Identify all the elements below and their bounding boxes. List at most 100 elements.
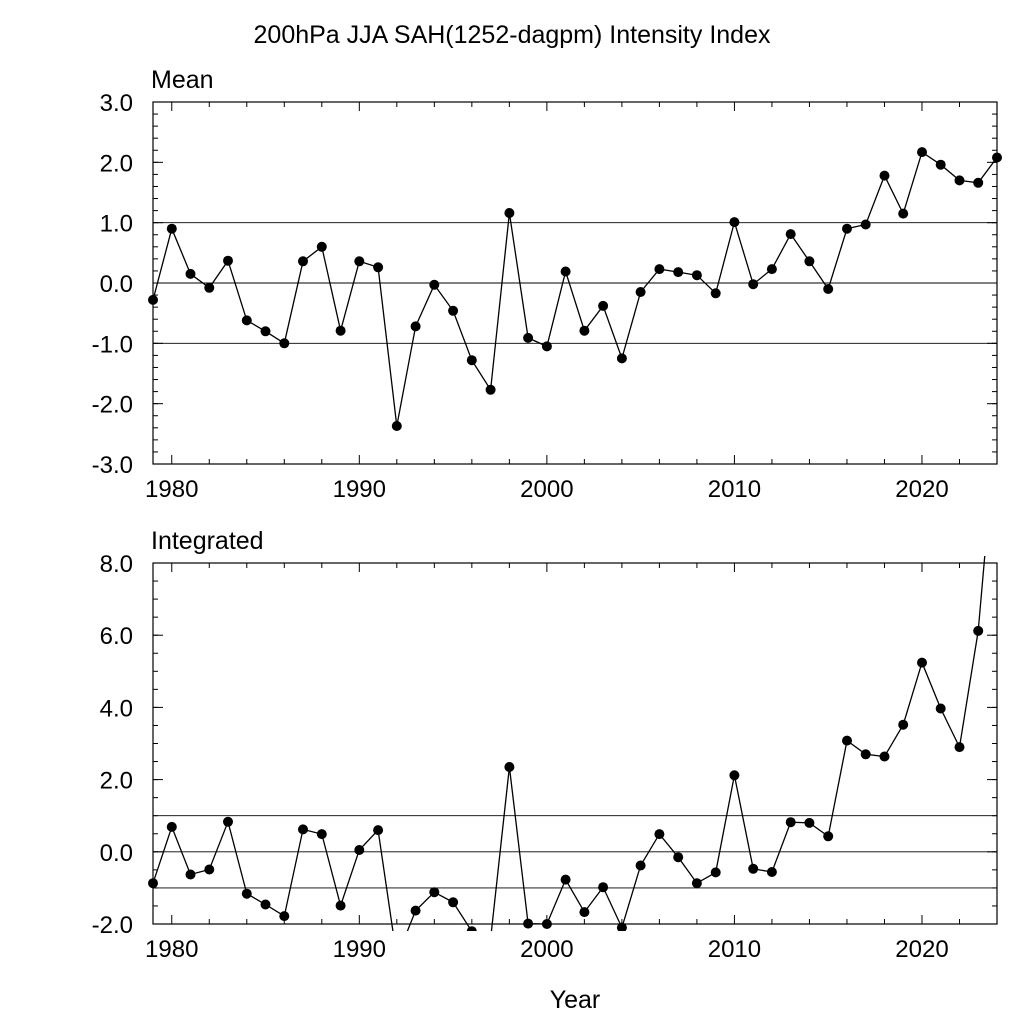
- data-point: [579, 907, 590, 918]
- data-point: [166, 821, 177, 832]
- data-point: [804, 817, 815, 828]
- data-point: [260, 899, 271, 910]
- data-point: [654, 264, 665, 275]
- data-point: [166, 223, 177, 234]
- data-point: [785, 817, 796, 828]
- data-point: [204, 864, 215, 875]
- data-point: [466, 926, 477, 931]
- data-point: [616, 922, 627, 931]
- data-point: [560, 266, 571, 277]
- x-tick-label: 2010: [708, 936, 761, 963]
- data-point: [298, 824, 308, 835]
- data-point: [823, 831, 834, 842]
- data-point: [560, 874, 571, 885]
- data-point: [842, 735, 852, 746]
- data-point: [486, 934, 496, 944]
- y-tick-label: 2.0: [100, 150, 133, 177]
- data-point: [842, 223, 852, 234]
- data-point: [598, 300, 609, 311]
- data-point: [766, 867, 777, 877]
- y-tick-label: 3.0: [100, 90, 133, 117]
- data-point: [354, 845, 365, 855]
- data-point: [598, 882, 609, 893]
- y-tick-label: 0.0: [100, 271, 133, 298]
- data-point: [785, 229, 796, 240]
- data-point: [710, 867, 721, 878]
- x-axis-label: Year: [550, 986, 601, 1014]
- data-point: [879, 751, 890, 762]
- data-point: [541, 919, 552, 929]
- data-point: [504, 208, 515, 218]
- data-point: [523, 332, 534, 343]
- data-point: [504, 762, 515, 772]
- data-point: [185, 869, 196, 880]
- data-point: [466, 355, 477, 366]
- data-point: [429, 279, 440, 290]
- data-point: [954, 175, 965, 186]
- data-point: [654, 829, 665, 840]
- data-point: [448, 305, 459, 316]
- data-point: [917, 657, 927, 668]
- y-tick-label: 4.0: [100, 695, 133, 722]
- x-tick-label: 1990: [333, 936, 386, 963]
- x-tick-label: 1980: [145, 936, 198, 963]
- y-tick-label: 8.0: [100, 551, 133, 578]
- data-point: [541, 341, 552, 352]
- chart-title: 200hPa JJA SAH(1252-dagpm) Intensity Ind…: [254, 21, 771, 49]
- chart-panel-2: 1980 1990 2000 2010 2020 8.0 6.0 4.0 2.0 0.0 -2.0 I…: [92, 527, 998, 963]
- data-point: [223, 816, 233, 827]
- data-point: [373, 825, 384, 836]
- panel-label: Integrated: [151, 527, 264, 555]
- data-point: [298, 256, 308, 267]
- x-tick-label: 2000: [520, 476, 573, 503]
- data-point: [748, 279, 759, 290]
- y-tick-label: 1.0: [100, 211, 133, 238]
- data-point: [579, 325, 590, 336]
- y-tick-label: -2.0: [92, 392, 133, 419]
- chart-panel-1: 1980 1990 2000 2010 2020 3.0 2.0 1.0 0.0 -1.0 -2.0…: [92, 66, 1002, 503]
- data-point: [691, 878, 702, 889]
- data-point: [223, 255, 233, 266]
- data-point: [429, 887, 440, 898]
- y-tick-label: -1.0: [92, 331, 133, 358]
- data-point: [241, 888, 252, 899]
- data-point: [185, 268, 196, 279]
- data-point: [335, 325, 346, 336]
- data-point: [710, 288, 721, 299]
- panels: 1980 1990 2000 2010 2020 3.0 2.0 1.0 0.0 -1.0 -2.0…: [92, 66, 1002, 963]
- data-point: [316, 829, 327, 840]
- data-point: [335, 900, 346, 911]
- data-point: [148, 878, 158, 889]
- data-point: [523, 918, 534, 929]
- panel-label: Mean: [151, 66, 214, 94]
- data-point: [279, 338, 290, 349]
- data-point: [279, 911, 290, 922]
- data-point: [616, 353, 627, 364]
- x-tick-label: 2000: [520, 936, 573, 963]
- data-point: [992, 152, 1002, 163]
- data-point: [316, 241, 327, 252]
- data-point: [260, 326, 271, 337]
- series-line: [152, 556, 986, 931]
- data-point: [635, 287, 646, 297]
- data-point: [935, 159, 946, 170]
- data-point: [973, 177, 984, 188]
- data-point: [879, 170, 890, 181]
- x-tick-label: 1980: [145, 476, 198, 503]
- y-tick-label: 2.0: [100, 768, 133, 795]
- data-point: [954, 742, 965, 753]
- data-point: [673, 267, 684, 278]
- data-point: [748, 863, 759, 874]
- series-group: [148, 556, 986, 963]
- data-point: [729, 770, 740, 781]
- data-point: [354, 256, 365, 267]
- data-point: [935, 703, 946, 714]
- y-tick-label: 0.0: [100, 840, 133, 867]
- data-point: [860, 749, 871, 760]
- data-point: [729, 217, 740, 228]
- data-point: [448, 897, 459, 908]
- data-point: [392, 953, 402, 963]
- data-point: [691, 270, 702, 281]
- data-point: [410, 321, 421, 332]
- data-point: [373, 262, 384, 273]
